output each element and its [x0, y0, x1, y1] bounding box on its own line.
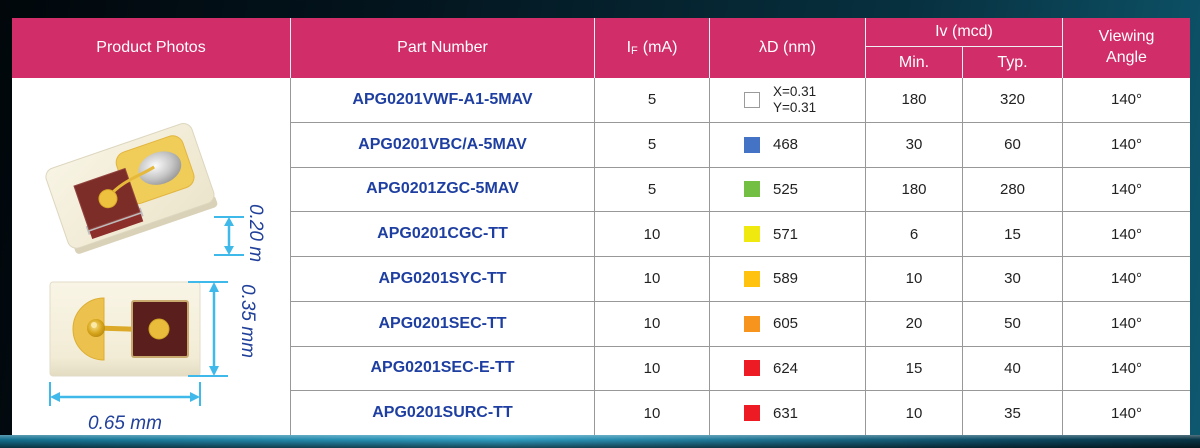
spec-table: Product Photos Part Number I F (mA) λD (nm… — [12, 18, 1190, 436]
lambda-cell: 468 — [710, 122, 866, 168]
led-photo-3d: 0.20 mm — [45, 122, 266, 262]
lambda-value: 468 — [773, 136, 799, 154]
header-lambda-d: λD (nm) — [710, 18, 866, 78]
bottom-accent-strip — [0, 435, 1200, 448]
iv-min-cell: 20 — [866, 301, 963, 347]
viewing-angle-cell: 140° — [1063, 346, 1190, 392]
lambda-cell: 589 — [710, 257, 866, 302]
if-ma-cell: 10 — [595, 346, 710, 392]
led-package-top — [49, 281, 201, 377]
part-number-cell[interactable]: APG0201SURC-TT — [291, 391, 595, 436]
part-number-cell[interactable]: APG0201VWF-A1-5MAV — [291, 78, 595, 123]
color-swatch — [744, 315, 760, 332]
iv-typ-cell: 15 — [963, 212, 1063, 257]
lambda-value: 589 — [773, 270, 799, 288]
header-iv-mcd: Iv (mcd) — [866, 18, 1062, 47]
iv-min-cell: 180 — [866, 78, 963, 123]
iv-typ-cell: 60 — [963, 122, 1063, 168]
iv-min-cell: 15 — [866, 346, 963, 392]
color-swatch — [744, 360, 760, 377]
if-ma-cell: 10 — [595, 212, 710, 257]
header-viewing-angle: Viewing Angle — [1063, 18, 1190, 78]
dim-height-label: 0.35 mm — [237, 284, 258, 358]
iv-typ-cell: 40 — [963, 346, 1063, 392]
lambda-cell: 525 — [710, 167, 866, 213]
dimension-width — [49, 382, 201, 406]
dim-thickness-label: 0.20 mm — [245, 204, 266, 262]
iv-typ-cell: 50 — [963, 301, 1063, 347]
led-photo-top-view: 0.35 mm 0.65 mm — [49, 281, 258, 434]
if-ma-cell: 10 — [595, 391, 710, 436]
lambda-value: 605 — [773, 315, 799, 333]
dim-width-label: 0.65 mm — [88, 413, 162, 434]
color-swatch — [744, 405, 760, 422]
part-number-cell[interactable]: APG0201SYC-TT — [291, 257, 595, 302]
if-ma-cell: 10 — [595, 257, 710, 302]
lambda-value: 631 — [773, 404, 799, 422]
lambda-cell: 605 — [710, 301, 866, 347]
part-number-cell[interactable]: APG0201VBC/A-5MAV — [291, 122, 595, 168]
iv-typ-cell: 30 — [963, 257, 1063, 302]
color-swatch — [744, 181, 760, 198]
header-if-ma: I F (mA) — [595, 18, 710, 78]
product-photos-cell: 0.20 mm — [12, 78, 291, 436]
if-ma-cell: 5 — [595, 78, 710, 123]
color-swatch — [744, 91, 760, 108]
header-iv-min: Min. — [866, 47, 963, 78]
if-ma-cell: 5 — [595, 167, 710, 213]
lambda-value: X=0.31 Y=0.31 — [773, 83, 817, 115]
led-package-3d — [45, 122, 218, 254]
iv-typ-cell: 35 — [963, 391, 1063, 436]
color-swatch — [744, 270, 760, 287]
lambda-value: 624 — [773, 359, 799, 377]
viewing-angle-cell: 140° — [1063, 167, 1190, 213]
part-number-cell[interactable]: APG0201CGC-TT — [291, 212, 595, 257]
iv-min-cell: 30 — [866, 122, 963, 168]
viewing-angle-cell: 140° — [1063, 301, 1190, 347]
lambda-cell: 571 — [710, 212, 866, 257]
viewing-angle-cell: 140° — [1063, 212, 1190, 257]
if-ma-cell: 10 — [595, 301, 710, 347]
if-subscript: F — [631, 45, 638, 57]
viewing-angle-cell: 140° — [1063, 391, 1190, 436]
iv-min-cell: 180 — [866, 167, 963, 213]
iv-min-cell: 10 — [866, 391, 963, 436]
color-swatch — [744, 136, 760, 153]
lambda-value: 525 — [773, 180, 799, 198]
lambda-cell: 624 — [710, 346, 866, 392]
viewing-angle-cell: 140° — [1063, 78, 1190, 123]
if-ma-cell: 5 — [595, 122, 710, 168]
iv-min-cell: 10 — [866, 257, 963, 302]
part-number-cell[interactable]: APG0201SEC-TT — [291, 301, 595, 347]
iv-typ-cell: 280 — [963, 167, 1063, 213]
if-unit: (mA) — [642, 39, 678, 56]
header-iv-group: Iv (mcd) Min. Typ. — [866, 18, 1063, 78]
viewing-angle-cell: 140° — [1063, 122, 1190, 168]
lambda-value: 571 — [773, 225, 799, 243]
lambda-cell: 631 — [710, 391, 866, 436]
dimension-height — [188, 281, 228, 377]
iv-typ-cell: 320 — [963, 78, 1063, 123]
iv-min-cell: 6 — [866, 212, 963, 257]
header-part-number: Part Number — [291, 18, 595, 78]
part-number-cell[interactable]: APG0201ZGC-5MAV — [291, 167, 595, 213]
lambda-cell: X=0.31 Y=0.31 — [710, 78, 866, 123]
part-number-cell[interactable]: APG0201SEC-E-TT — [291, 346, 595, 392]
viewing-angle-cell: 140° — [1063, 257, 1190, 302]
color-swatch — [744, 226, 760, 243]
header-iv-typ: Typ. — [997, 53, 1028, 71]
if-symbol: I — [626, 39, 632, 56]
header-product-photos: Product Photos — [12, 18, 291, 78]
